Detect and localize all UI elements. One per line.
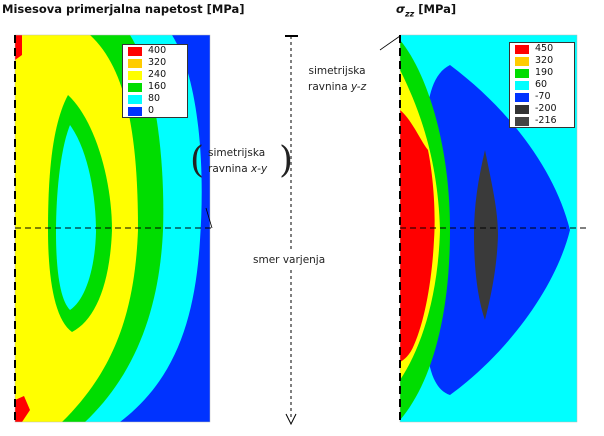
plane-xy-prefix: ravnina	[208, 163, 251, 175]
welding-direction-label: smer varjenja	[253, 252, 326, 268]
szz-legend-label: -200	[535, 103, 557, 114]
mises-legend-label: 320	[148, 57, 167, 68]
mises-peak-top	[15, 35, 22, 60]
welding-arrow-head-icon	[285, 413, 297, 426]
szz-legend-row: 450	[510, 43, 574, 55]
mises-legend-row: 80	[123, 93, 187, 105]
szz-legend-row: 190	[510, 67, 574, 79]
szz-legend-swatch	[515, 116, 529, 126]
sigma-symbol: σ	[396, 2, 405, 16]
szz-legend-label: -216	[535, 115, 557, 126]
szz-legend-swatch	[515, 92, 529, 102]
right-title-unit: [MPa]	[418, 2, 457, 16]
plane-xy-line2: ravnina x-y	[208, 161, 267, 177]
szz-legend-row: -216	[510, 115, 574, 127]
plane-xy-line1: simetrijska	[208, 147, 266, 159]
mises-legend-label: 0	[148, 105, 155, 116]
szz-legend-row: -70	[510, 91, 574, 103]
open-paren: (	[190, 140, 205, 181]
right-title: σzz [MPa]	[396, 2, 456, 18]
szz-legend-swatch	[515, 68, 529, 78]
mises-legend-row: 320	[123, 57, 187, 69]
left-title: Misesova primerjalna napetost [MPa]	[2, 2, 245, 16]
mises-legend-swatch	[128, 106, 142, 116]
szz-legend: 450 320 190 60 -70 -200 -216	[509, 42, 575, 128]
xy-leader	[205, 207, 213, 229]
szz-legend-swatch	[515, 56, 529, 66]
plane-yz-axes: y-z	[350, 81, 367, 93]
mises-legend-row: 0	[123, 105, 187, 117]
szz-zone-450	[400, 110, 435, 362]
close-paren: )	[279, 140, 294, 181]
plane-yz-note: simetrijska ravnina y-z	[308, 63, 366, 95]
sigma-subscript: zz	[404, 9, 415, 19]
plane-yz-line1: simetrijska	[308, 65, 366, 77]
szz-legend-label: 60	[535, 79, 548, 90]
mises-legend-row: 160	[123, 81, 187, 93]
mises-legend-swatch	[128, 46, 142, 56]
plane-yz-line2: ravnina y-z	[308, 79, 366, 95]
szz-legend-label: 190	[535, 67, 554, 78]
szz-legend-swatch	[515, 80, 529, 90]
mises-legend-label: 240	[148, 69, 167, 80]
mises-legend-label: 400	[148, 45, 167, 56]
mises-legend-row: 400	[123, 45, 187, 57]
plane-xy-axes: x-y	[250, 163, 268, 175]
szz-legend-label: 320	[535, 55, 554, 66]
mises-inner-core	[56, 125, 96, 310]
mises-peak-bottom	[15, 396, 30, 422]
szz-zone-min	[474, 150, 498, 320]
szz-legend-row: 60	[510, 79, 574, 91]
yz-leader	[379, 35, 401, 51]
mises-legend-label: 80	[148, 93, 161, 104]
plane-yz-prefix: ravnina	[308, 81, 351, 93]
plane-xy-note: simetrijska ravnina x-y	[208, 145, 267, 177]
mises-legend-label: 160	[148, 81, 167, 92]
szz-legend-swatch	[515, 104, 529, 114]
mises-legend-swatch	[128, 70, 142, 80]
mises-legend: 400 320 240 160 80 0	[122, 44, 188, 118]
mises-legend-row: 240	[123, 69, 187, 81]
szz-legend-row: 320	[510, 55, 574, 67]
szz-legend-swatch	[515, 44, 529, 54]
mises-legend-swatch	[128, 58, 142, 68]
szz-legend-label: 450	[535, 43, 554, 54]
szz-legend-label: -70	[535, 91, 551, 102]
szz-legend-row: -200	[510, 103, 574, 115]
mises-legend-swatch	[128, 94, 142, 104]
mises-legend-swatch	[128, 82, 142, 92]
